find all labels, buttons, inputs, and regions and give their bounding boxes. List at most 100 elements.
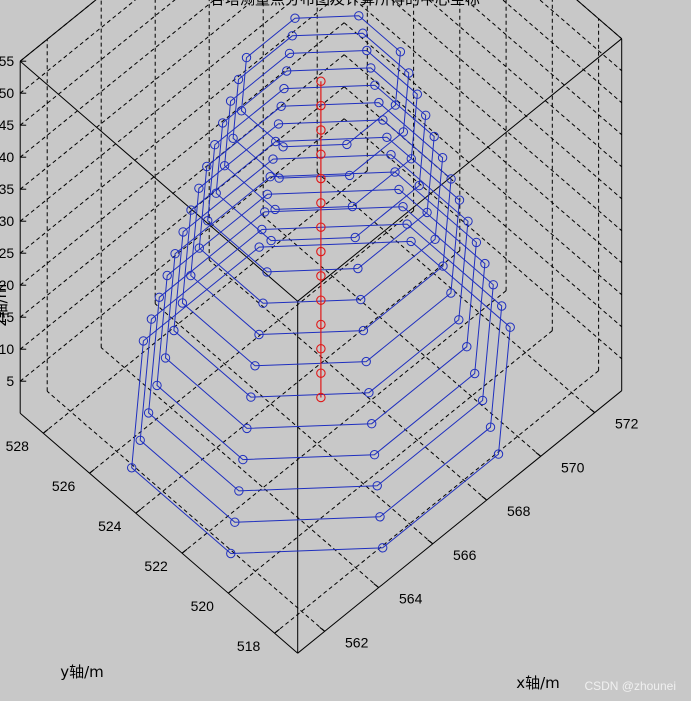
center-point [316,76,326,87]
x-tick-label: 562 [345,634,369,650]
ring-line [190,119,452,336]
measurement-point [274,173,284,183]
ring-line [131,240,511,555]
measurement-point [454,315,464,325]
z-tick-label: 10 [0,341,14,357]
grid-line [100,347,380,588]
x-axis-label: x轴/m [516,674,560,692]
measurement-point [186,205,196,215]
measurement-point [246,392,256,402]
grid-line [428,0,623,168]
y-tick-label: 526 [52,478,76,494]
ring-line [207,84,435,273]
grid-line [154,303,434,545]
measurement-point [488,280,498,290]
measurement-point [398,127,409,137]
measurement-point [178,227,188,237]
measurement-point [406,236,416,247]
center-point [316,222,326,232]
measurement-point [446,288,456,298]
grid-line [274,370,599,634]
axis-box-edge [297,390,623,654]
z-tick-label: 55 [0,53,14,69]
measurement-point [270,204,280,215]
measurement-point [266,235,276,246]
measurement-point [287,31,297,41]
measurement-point [347,201,358,212]
measurement-point [477,395,488,406]
measurement-point [278,142,288,152]
grid-line [19,0,176,126]
measurement-point [170,249,180,259]
grid-line [19,0,216,158]
measurement-point [480,258,490,269]
measurement-point [127,463,137,473]
measurement-point [265,172,275,182]
measurement-point [211,188,221,198]
z-axis-label: z轴/m [0,284,10,327]
measurement-point [438,261,448,271]
measurement-point [242,423,252,434]
y-tick-label: 522 [144,558,168,574]
measurement-point [262,189,273,200]
center-point [316,173,326,184]
measurement-point [210,140,220,150]
measurement-point [370,80,380,90]
grid-line [227,330,553,594]
measurement-point [228,133,238,144]
measurement-point [358,28,368,38]
measurement-point [358,325,369,336]
measurement-point [497,301,507,311]
z-tick-label: 45 [0,117,14,133]
x-tick-mark [535,451,542,457]
measurement-point [268,154,278,164]
measurement-point [369,450,380,460]
measurement-point [378,543,388,553]
z-tick-label: 30 [0,213,14,229]
measurement-point [375,512,385,522]
y-tick-mark [181,548,188,554]
measurement-point [404,68,414,78]
z-tick-label: 50 [0,85,14,101]
watermark: CSDN @zhounei [584,679,676,693]
measurement-point [429,131,439,142]
center-point [316,344,326,354]
measurement-point [290,13,300,23]
ring-line [232,32,410,179]
measurement-point [262,267,272,277]
measurement-point [194,243,205,253]
z-tick-label: 25 [0,245,14,261]
center-point [316,368,326,378]
measurement-point [135,435,145,445]
ring-line [173,154,469,398]
y-axis-label: y轴/m [60,663,104,681]
center-point [316,125,326,135]
z-tick-label: 40 [0,149,14,165]
measurement-point [471,237,482,248]
measurement-point [354,11,364,21]
center-point [316,392,326,403]
x-tick-label: 572 [615,416,639,432]
center-point [316,319,326,330]
axis-box-edge [19,412,299,654]
measurement-point [260,207,270,217]
measurement-point [186,270,196,281]
measurement-point [390,100,401,110]
x-tick-label: 568 [507,503,531,519]
measurement-point [236,106,247,116]
measurement-point [470,368,480,379]
x-tick-mark [481,495,488,501]
measurement-point [437,153,448,163]
measurement-point [414,180,424,191]
measurement-point [446,174,456,184]
ring-line [156,188,486,461]
grid-line [343,22,623,264]
measurement-point [138,336,149,346]
measurement-point [146,314,157,324]
measurement-point [271,136,281,147]
measurement-point [234,486,244,496]
measurement-point [254,242,264,252]
measurement-point [342,139,352,150]
z-tick-label: 20 [0,277,14,293]
